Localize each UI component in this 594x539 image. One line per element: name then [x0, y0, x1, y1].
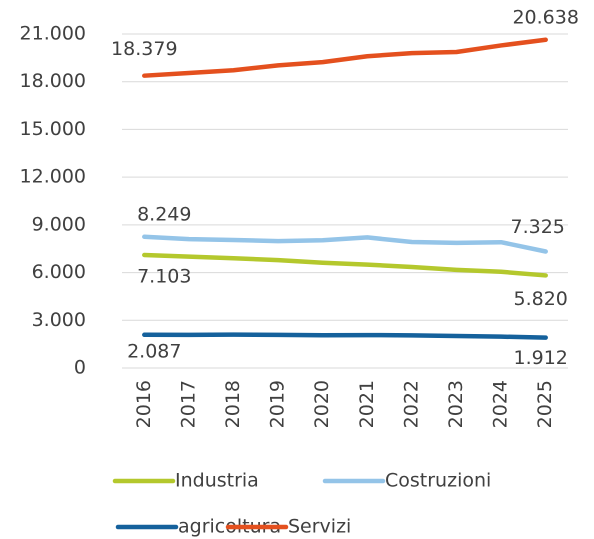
data-label: 20.638 — [512, 6, 578, 28]
data-label: 8.249 — [137, 203, 191, 225]
data-label: 18.379 — [111, 38, 177, 60]
y-tick-label: 0 — [74, 357, 86, 379]
series-line — [142, 252, 548, 278]
y-tick-label: 9.000 — [32, 213, 86, 235]
data-label: 7.325 — [510, 216, 564, 238]
legend-label: Servizi — [288, 516, 351, 538]
legend-label: Industria — [175, 470, 259, 492]
series-line — [142, 332, 548, 340]
y-tick-label: 6.000 — [32, 261, 86, 283]
y-tick-label: 3.000 — [32, 309, 86, 331]
data-label: 2.087 — [127, 340, 181, 362]
x-tick-label: 2018 — [222, 380, 244, 428]
series-line — [142, 234, 548, 254]
data-label: 1.912 — [513, 347, 567, 369]
x-tick-label: 2023 — [445, 380, 467, 428]
x-tick-label: 2016 — [133, 380, 155, 428]
series-line — [142, 37, 548, 78]
x-tick-label: 2017 — [177, 380, 199, 428]
x-tick-label: 2025 — [534, 380, 556, 428]
y-tick-label: 18.000 — [20, 70, 86, 92]
x-tick-label: 2022 — [400, 380, 422, 428]
x-tick-label: 2021 — [356, 380, 378, 428]
data-label: 7.103 — [137, 266, 191, 288]
x-tick-label: 2024 — [490, 380, 512, 428]
y-tick-label: 15.000 — [20, 118, 86, 140]
data-label: 5.820 — [513, 288, 567, 310]
legend-label: Costruzioni — [385, 470, 491, 492]
y-tick-label: 12.000 — [20, 166, 86, 188]
x-tick-label: 2019 — [267, 380, 289, 428]
y-tick-label: 21.000 — [20, 23, 86, 45]
x-tick-label: 2020 — [311, 380, 333, 428]
